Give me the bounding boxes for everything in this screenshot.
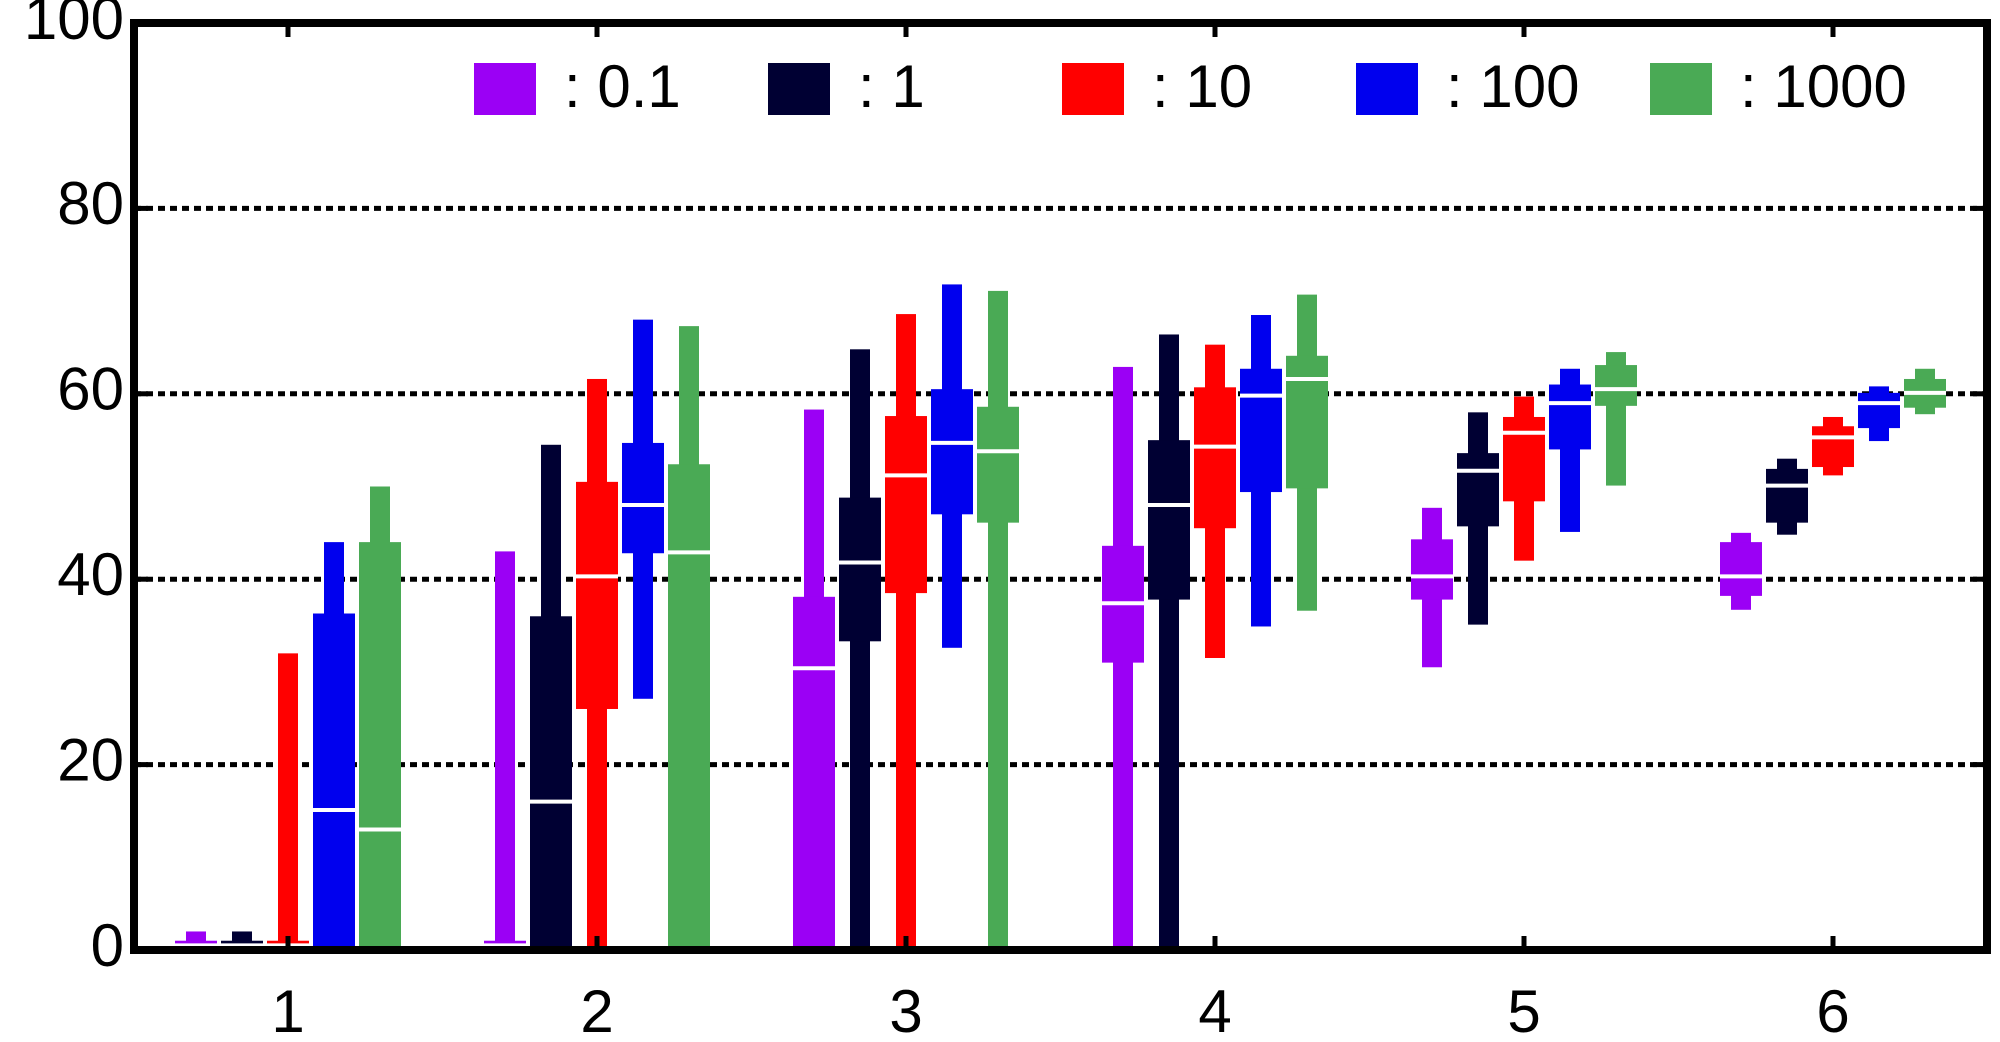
whisker xyxy=(988,290,1008,950)
box xyxy=(359,542,401,950)
x-tick-label: 4 xyxy=(1198,978,1231,1042)
legend-swatch xyxy=(1356,63,1418,115)
x-tick-label: 6 xyxy=(1816,978,1849,1042)
box xyxy=(1595,365,1637,406)
box xyxy=(1148,440,1190,600)
y-tick-label: 0 xyxy=(91,912,124,979)
box xyxy=(576,481,618,709)
box xyxy=(1194,387,1236,529)
x-tick-label: 2 xyxy=(580,978,613,1042)
y-tick-label: 40 xyxy=(57,541,124,608)
y-tick-label: 80 xyxy=(57,170,124,237)
box xyxy=(839,497,881,642)
whisker xyxy=(495,551,515,950)
whisker xyxy=(278,653,298,950)
axes-frame xyxy=(130,19,1991,954)
x-tick-label: 5 xyxy=(1507,978,1540,1042)
x-tick-label: 3 xyxy=(889,978,922,1042)
box xyxy=(1766,468,1808,523)
legend-label: : 0.1 xyxy=(564,53,681,120)
box xyxy=(668,464,710,950)
box xyxy=(977,406,1019,523)
box xyxy=(530,616,572,950)
legend-swatch xyxy=(1650,63,1712,115)
x-tick-label: 1 xyxy=(271,978,304,1042)
box xyxy=(931,389,973,515)
box xyxy=(1503,416,1545,502)
box xyxy=(1457,453,1499,527)
y-tick-label: 100 xyxy=(24,0,124,52)
legend-label: : 1 xyxy=(858,53,925,120)
legend-label: : 1000 xyxy=(1740,53,1907,120)
box xyxy=(313,613,355,950)
box xyxy=(622,442,664,554)
box xyxy=(1411,539,1453,600)
box xyxy=(1549,384,1591,450)
box xyxy=(1858,392,1900,429)
box xyxy=(1812,426,1854,468)
box xyxy=(1720,542,1762,596)
whisker xyxy=(850,349,870,951)
box xyxy=(1240,368,1282,493)
y-tick-label: 20 xyxy=(57,726,124,793)
box xyxy=(1286,355,1328,489)
legend-swatch xyxy=(474,63,536,115)
y-tick-label: 60 xyxy=(57,356,124,423)
legend-label: : 100 xyxy=(1446,53,1579,120)
legend-swatch xyxy=(1062,63,1124,115)
legend-swatch xyxy=(768,63,830,115)
box xyxy=(793,596,835,950)
legend-label: : 10 xyxy=(1152,53,1252,120)
whisker xyxy=(896,314,916,950)
box xyxy=(885,416,927,594)
whisker xyxy=(1159,334,1179,950)
